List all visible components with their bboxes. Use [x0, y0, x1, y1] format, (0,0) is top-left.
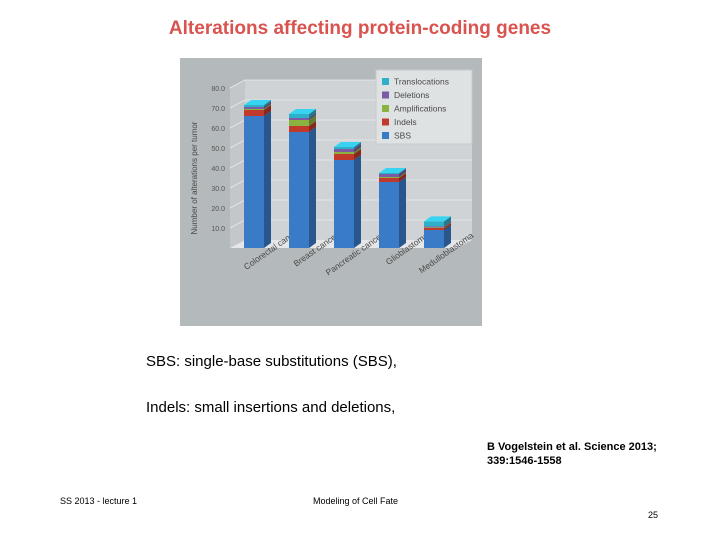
bar-segment-side — [444, 225, 451, 248]
legend-label: Deletions — [394, 90, 429, 100]
legend-swatch — [382, 91, 389, 99]
bar-segment-side — [264, 102, 271, 109]
y-tick-label: 80.0 — [211, 86, 225, 93]
bar-segment — [424, 227, 444, 228]
bar-segment-side — [309, 127, 316, 248]
bar-segment-side — [354, 147, 361, 154]
footer-course: Modeling of Cell Fate — [313, 496, 399, 506]
bar-top — [424, 216, 451, 222]
bar-segment-side — [264, 105, 271, 116]
bar-top — [334, 142, 361, 147]
bar-segment — [424, 230, 444, 248]
bar-top — [379, 168, 406, 173]
bar-segment-side — [309, 115, 316, 126]
bar-segment — [289, 118, 309, 120]
y-axis-label: Number of alterations per tumor — [190, 121, 199, 234]
bar-segment-side — [399, 168, 406, 174]
citation-line-2: 339:1546-1558 — [487, 455, 562, 467]
legend-swatch — [382, 118, 389, 126]
bar-segment-side — [444, 223, 451, 230]
bar-top — [289, 109, 316, 114]
bar-segment — [244, 107, 264, 109]
y-tick-label: 20.0 — [211, 206, 225, 213]
bar-segment — [424, 226, 444, 228]
bar-segment-side — [354, 142, 361, 149]
bar-segment — [289, 114, 309, 118]
bar-segment-side — [264, 104, 271, 110]
bar-segment — [289, 126, 309, 132]
y-tick-label: 50.0 — [211, 146, 225, 153]
bar-segment — [244, 116, 264, 248]
y-tick-label: 70.0 — [211, 106, 225, 113]
y-tick-label: 30.0 — [211, 186, 225, 193]
bar-top — [244, 100, 271, 105]
slide-title: Alterations affecting protein-coding gen… — [168, 18, 552, 39]
y-tick-label: 10.0 — [211, 226, 225, 233]
legend-label: Translocations — [394, 77, 449, 87]
y-tick-label: 60.0 — [211, 126, 225, 133]
bar-segment — [424, 228, 444, 230]
bar-segment-side — [264, 111, 271, 248]
bar-segment-side — [444, 221, 451, 228]
bar-segment — [379, 173, 399, 174]
legend-swatch — [382, 132, 389, 139]
bar-segment — [289, 120, 309, 126]
legend-label: SBS — [394, 131, 411, 141]
bar-segment-side — [399, 169, 406, 177]
footer-lecture: SS 2013 - lecture 1 — [60, 496, 138, 506]
bar-segment — [334, 147, 354, 149]
sbs-definition: SBS: single-base substitutions (SBS), — [146, 353, 397, 370]
bar-segment — [289, 132, 309, 248]
bar-segment — [379, 182, 399, 248]
citation-line-1: B Vogelstein et al. Science 2013; — [487, 441, 657, 453]
bar-segment-side — [354, 144, 361, 152]
legend-label: Amplifications — [394, 104, 446, 114]
legend-swatch — [382, 78, 389, 85]
bar-segment — [334, 154, 354, 160]
bar-segment — [334, 149, 354, 152]
bar-segment — [379, 177, 399, 178]
bar-segment — [244, 109, 264, 110]
chart-svg: 10.0 20.0 30.0 40.0 50.0 60.0 70.0 80.0 Number o… — [190, 69, 475, 277]
bar-segment — [379, 174, 399, 177]
bar-segment-side — [399, 177, 406, 248]
bar-segment-side — [354, 149, 361, 160]
bar-segment-side — [309, 113, 316, 120]
legend-box — [375, 69, 473, 145]
bar-segment-side — [444, 216, 451, 227]
bar-segment-side — [444, 222, 451, 228]
bar-segment-side — [399, 172, 406, 178]
bar-segment-side — [354, 155, 361, 248]
bar-segment — [424, 221, 444, 227]
bar-segment — [334, 160, 354, 248]
bar-segment — [244, 110, 264, 116]
bar-segment-side — [264, 100, 271, 107]
bar-segment — [334, 152, 354, 154]
bar-segment — [244, 105, 264, 107]
y-tick-label: 40.0 — [211, 166, 225, 173]
legend-swatch — [382, 105, 389, 112]
stacked-bar-chart: 10.0 20.0 30.0 40.0 50.0 60.0 70.0 80.0 Number o… — [180, 58, 482, 326]
legend-label: Indels — [394, 117, 417, 127]
indels-definition: Indels: small insertions and deletions, — [146, 399, 396, 416]
page-number: 25 — [648, 510, 659, 520]
bar-segment-side — [399, 173, 406, 182]
citation: B Vogelstein et al. Science 2013; 339:15… — [487, 440, 657, 468]
bar-segment — [379, 178, 399, 182]
bar-segment-side — [309, 121, 316, 132]
bar-segment-side — [309, 109, 316, 118]
